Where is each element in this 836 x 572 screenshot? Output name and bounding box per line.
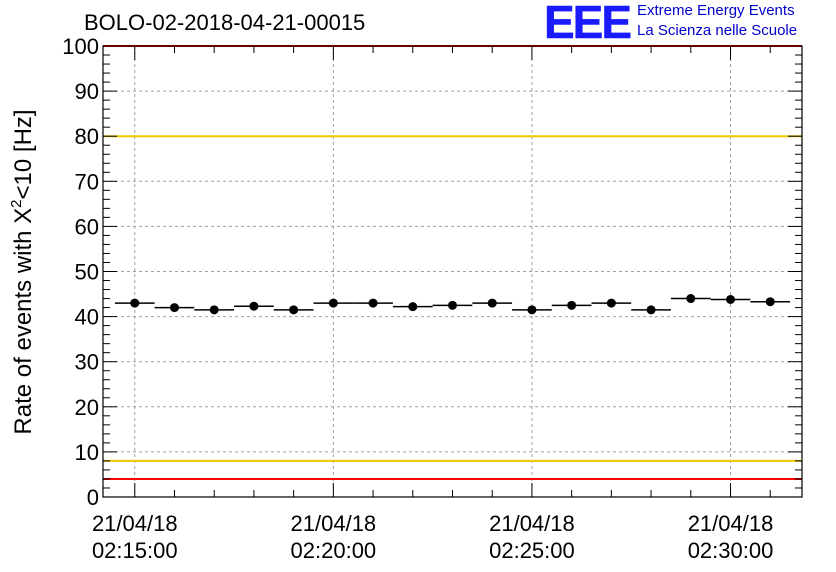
axis-labels: 010203040506070809010021/04/1802:15:0021… (8, 34, 773, 563)
data-point (328, 298, 338, 308)
data-point (130, 298, 140, 308)
y-tick-label: 20 (75, 395, 99, 420)
y-tick-label: 70 (75, 169, 99, 194)
data-point (567, 300, 577, 310)
data-series (114, 294, 791, 315)
eee-logo: EEE (544, 0, 633, 44)
data-point (448, 300, 457, 310)
y-axis-title-tail: <10 [Hz] (10, 109, 37, 199)
grid-lines (103, 46, 802, 497)
reference-lines (103, 45, 802, 480)
y-axis-title-main: Rate of events with X (10, 208, 37, 435)
data-point (726, 294, 736, 304)
data-point (487, 298, 497, 308)
y-axis-title-superscript: 2 (8, 199, 25, 207)
logo-line-1: Extreme Energy Events (637, 2, 795, 19)
x-tick-time: 02:25:00 (489, 538, 575, 563)
x-tick-date: 21/04/18 (688, 511, 774, 536)
logo-line-2: La Scienza nelle Scuole (637, 22, 798, 39)
y-tick-label: 50 (75, 260, 99, 285)
chart-title: BOLO-02-2018-04-21-00015 (84, 10, 366, 35)
y-tick-label: 0 (87, 485, 99, 510)
y-tick-label: 30 (75, 350, 99, 375)
data-point (408, 302, 418, 312)
x-tick-date: 21/04/18 (92, 511, 178, 536)
x-tick-time: 02:30:00 (688, 538, 774, 563)
logo-mark: EEE (544, 0, 630, 44)
data-point (209, 305, 219, 315)
data-point (686, 294, 696, 304)
data-point (646, 305, 656, 315)
y-axis-title: Rate of events with X2<10 [Hz] (8, 109, 37, 434)
x-tick-date: 21/04/18 (291, 511, 377, 536)
data-point (765, 297, 775, 307)
x-tick-date: 21/04/18 (489, 511, 575, 536)
y-tick-label: 10 (75, 440, 99, 465)
data-point (527, 305, 537, 315)
y-tick-label: 80 (75, 124, 99, 149)
x-tick-time: 02:20:00 (291, 538, 377, 563)
axes (102, 45, 803, 498)
y-tick-label: 90 (75, 79, 99, 104)
data-point (368, 298, 378, 308)
data-point (606, 298, 616, 308)
y-tick-label: 40 (75, 305, 99, 330)
data-point (169, 303, 179, 313)
y-tick-label: 100 (62, 34, 99, 59)
x-tick-time: 02:15:00 (92, 538, 178, 563)
data-point (249, 301, 259, 311)
data-point (289, 305, 299, 315)
y-tick-label: 60 (75, 214, 99, 239)
